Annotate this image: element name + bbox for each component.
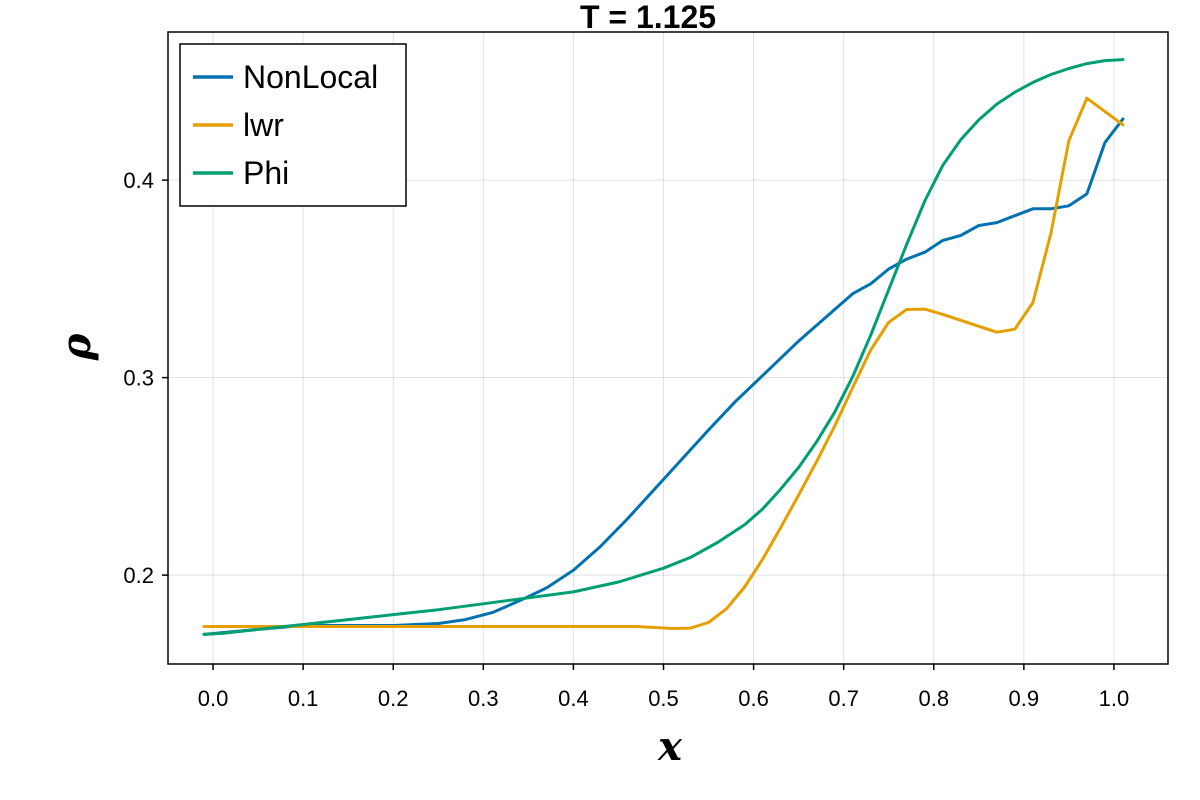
series-line-nonlocal <box>202 117 1125 636</box>
x-axis-label: x <box>657 723 683 770</box>
legend-label-lwr: lwr <box>243 107 284 143</box>
x-tick-label: 0.9 <box>1009 686 1040 711</box>
x-tick-label: 0.6 <box>738 686 769 711</box>
y-axis-label: ρ <box>53 333 100 361</box>
legend-label-nonlocal: NonLocal <box>243 59 378 95</box>
y-tick-label: 0.2 <box>123 563 154 588</box>
x-tick-label: 0.5 <box>648 686 679 711</box>
y-tick-label: 0.3 <box>123 366 154 391</box>
series-line-phi <box>202 58 1125 636</box>
x-tick-label: 0.3 <box>468 686 499 711</box>
x-tick-label: 0.1 <box>288 686 319 711</box>
x-tick-label: 0.7 <box>828 686 859 711</box>
x-tick-label: 1.0 <box>1099 686 1130 711</box>
series-line-lwr <box>202 96 1125 630</box>
y-tick-label: 0.4 <box>123 168 154 193</box>
chart-title: T = 1.125 <box>580 0 716 35</box>
legend-label-phi: Phi <box>243 155 289 191</box>
y-ticks: 0.2 0.3 0.4 <box>123 168 168 588</box>
x-tick-label: 0.2 <box>378 686 409 711</box>
plot-frame <box>167 31 1169 665</box>
x-tick-label: 0.0 <box>198 686 229 711</box>
series-layer <box>202 58 1125 636</box>
x-tick-label: 0.8 <box>918 686 949 711</box>
x-ticks: 0.0 0.1 0.2 0.3 0.4 0.5 0.6 0.7 0.8 0.9 1.0 <box>198 664 1129 711</box>
legend: NonLocal lwr Phi <box>179 43 407 207</box>
x-tick-label: 0.4 <box>558 686 589 711</box>
